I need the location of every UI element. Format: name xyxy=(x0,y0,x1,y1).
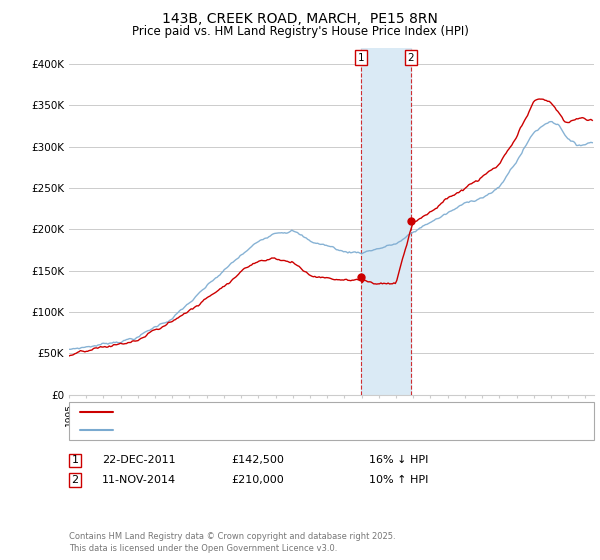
Text: 1: 1 xyxy=(71,455,79,465)
Text: 143B, CREEK ROAD, MARCH,  PE15 8RN: 143B, CREEK ROAD, MARCH, PE15 8RN xyxy=(162,12,438,26)
Text: 16% ↓ HPI: 16% ↓ HPI xyxy=(369,455,428,465)
Text: 22-DEC-2011: 22-DEC-2011 xyxy=(102,455,176,465)
Text: Contains HM Land Registry data © Crown copyright and database right 2025.
This d: Contains HM Land Registry data © Crown c… xyxy=(69,532,395,553)
Text: £210,000: £210,000 xyxy=(231,475,284,485)
Text: 10% ↑ HPI: 10% ↑ HPI xyxy=(369,475,428,485)
Text: 2: 2 xyxy=(407,53,414,63)
Text: £142,500: £142,500 xyxy=(231,455,284,465)
Text: 2: 2 xyxy=(71,475,79,485)
Text: 1: 1 xyxy=(358,53,364,63)
Text: Price paid vs. HM Land Registry's House Price Index (HPI): Price paid vs. HM Land Registry's House … xyxy=(131,25,469,38)
Text: 143B, CREEK ROAD, MARCH, PE15 8RN (detached house): 143B, CREEK ROAD, MARCH, PE15 8RN (detac… xyxy=(119,407,417,417)
Bar xyxy=(361,48,411,395)
Text: 11-NOV-2014: 11-NOV-2014 xyxy=(102,475,176,485)
Text: HPI: Average price, detached house, Fenland: HPI: Average price, detached house, Fenl… xyxy=(119,425,353,435)
